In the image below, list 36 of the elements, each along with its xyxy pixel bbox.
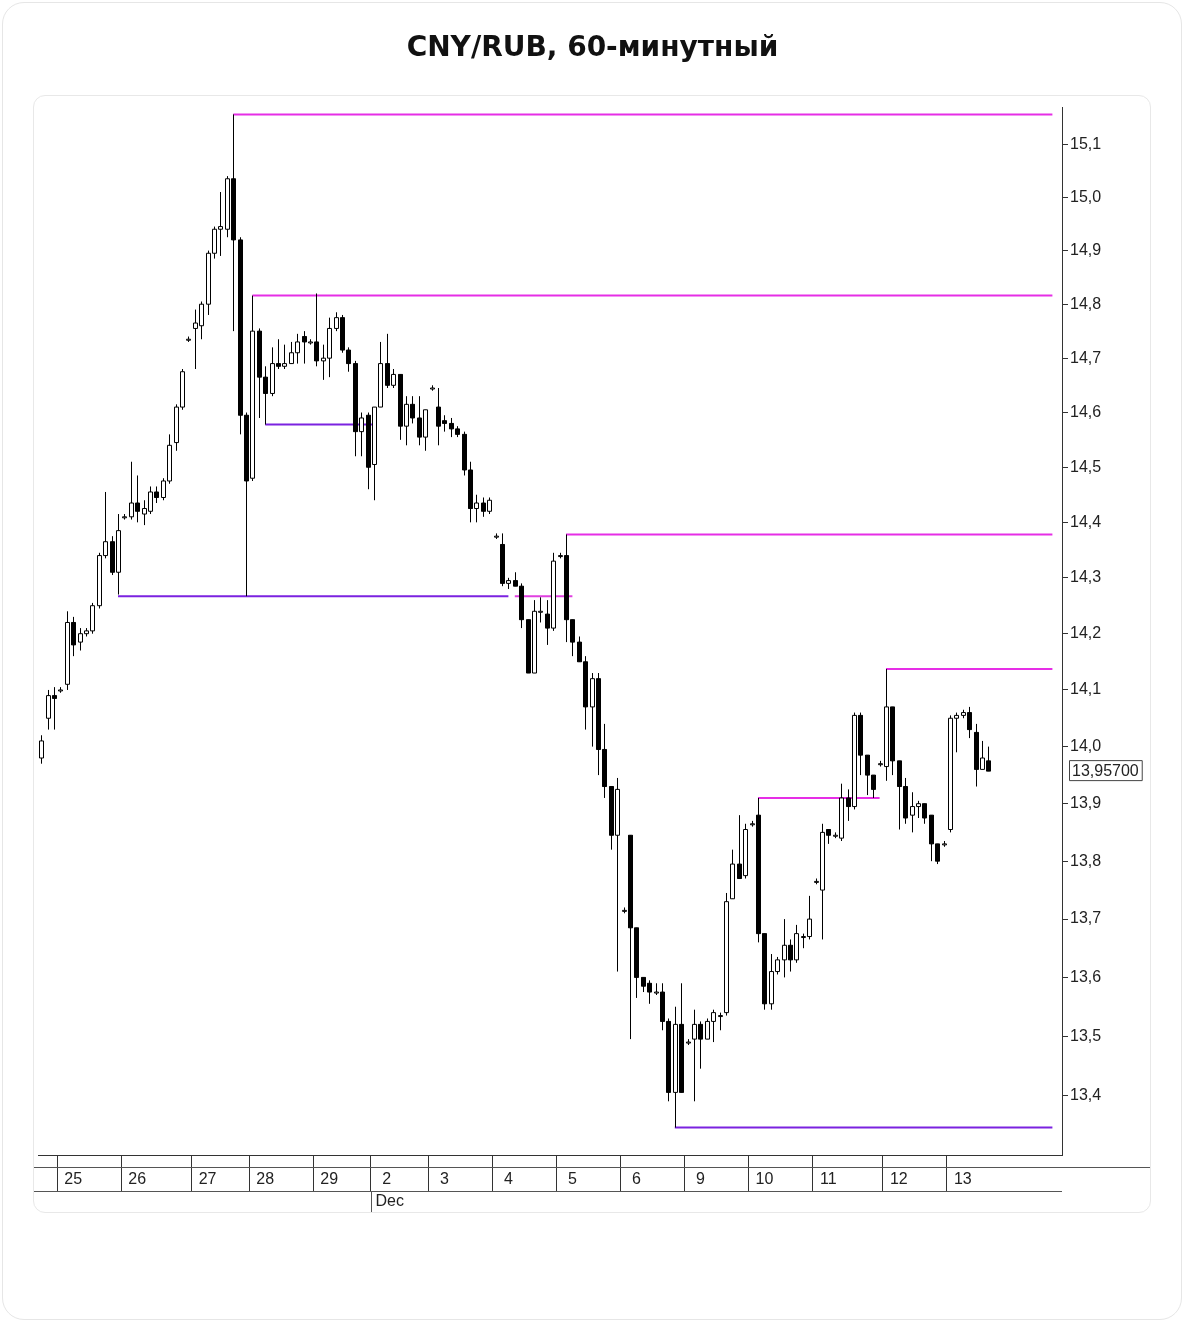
x-tick-label: 12 [889,1170,908,1188]
x-tick-label: 2 [382,1170,392,1188]
y-tick-label: 15,0 [1070,187,1102,205]
y-tick-label: 13,6 [1070,967,1102,985]
y-tick-label: 13,8 [1070,851,1102,869]
y-tick-label: 14,4 [1070,512,1102,530]
x-tick-label: 29 [320,1170,339,1188]
x-tick-label: 26 [128,1170,147,1188]
x-tick-label: 25 [64,1170,83,1188]
y-tick-label: 14,0 [1070,737,1102,755]
y-tick-label: 14,1 [1070,680,1102,698]
text: Dec [375,1192,404,1210]
y-tick-label: 14,3 [1070,568,1102,586]
y-tick-label: 13,9 [1070,794,1102,812]
x-tick-label: 5 [567,1170,577,1188]
chart-title: CNY/RUB, 60-минутный [405,30,780,63]
y-tick-label: 14,2 [1070,624,1102,642]
x-tick-label: 28 [256,1170,275,1188]
x-tick-label: 11 [820,1170,837,1188]
y-tick-label: 13,4 [1070,1085,1102,1103]
y-tick-label: 14,5 [1070,457,1102,475]
y-tick-label: 13,7 [1070,909,1102,927]
x-tick-label: 13 [953,1170,972,1188]
x-tick-label: 9 [695,1170,705,1188]
y-tick-label: 13,5 [1070,1026,1102,1044]
y-tick-label: 15,1 [1070,134,1102,152]
text: 13,95700 [1072,761,1139,779]
y-tick-label: 14,6 [1070,402,1102,420]
x-tick-label: 4 [503,1170,513,1188]
x-tick-label: 3 [439,1170,449,1188]
y-tick-label: 14,7 [1070,348,1102,366]
x-tick-label: 27 [198,1170,217,1188]
y-tick-label: 14,8 [1070,294,1102,312]
x-tick-label: 6 [631,1170,641,1188]
y-tick-label: 14,9 [1070,240,1102,258]
x-tick-label: 10 [755,1170,774,1188]
